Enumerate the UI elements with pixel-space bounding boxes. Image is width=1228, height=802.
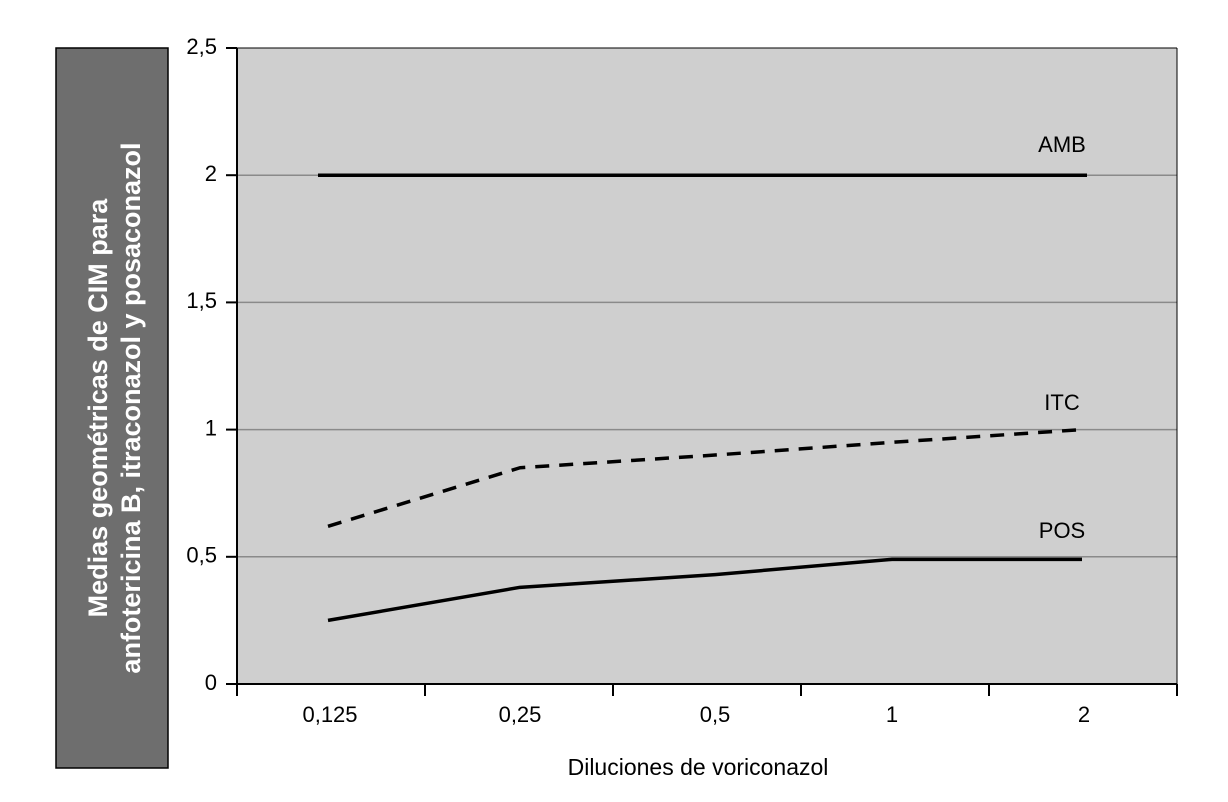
y-tick-label-0,5: 0,5 [186,543,217,568]
x-tick-label-1: 1 [886,702,898,727]
series-line-itc [327,427,1083,528]
x-tick-label-0,125: 0,125 [302,702,357,727]
y-tick-label-0: 0 [205,670,217,695]
x-axis-title: Diluciones de voriconazol [568,754,829,780]
y-tick-label-1,5: 1,5 [186,288,217,313]
y-tick-label-2: 2 [205,161,217,186]
x-tick-label-0,5: 0,5 [700,702,731,727]
y-tick-label-1: 1 [205,415,217,440]
series-label-itc: ITC [1044,390,1080,415]
series-label-pos: POS [1039,518,1085,543]
axes [236,47,1178,685]
series-label-amb: AMB [1038,132,1086,157]
x-axis-ticks: 0,125 0,25 0,5 1 2 [236,684,1178,727]
y-tick-label-2,5: 2,5 [186,34,217,59]
y-axis-ticks: 0 0,5 1 1,5 2 2,5 [186,34,237,695]
plot-area [237,48,1177,684]
y-axis-label-line-1: Medias geométricas de CIM para [83,198,113,618]
series-line-pos [327,557,1082,623]
series-lines: AMB ITC POS [318,132,1087,623]
x-tick-label-2: 2 [1078,702,1090,727]
y-axis-label-line-2: anfotericina B, itraconazol y posaconazo… [116,142,146,673]
y-axis-label-box [55,47,169,769]
x-tick-label-0,25: 0,25 [499,702,542,727]
